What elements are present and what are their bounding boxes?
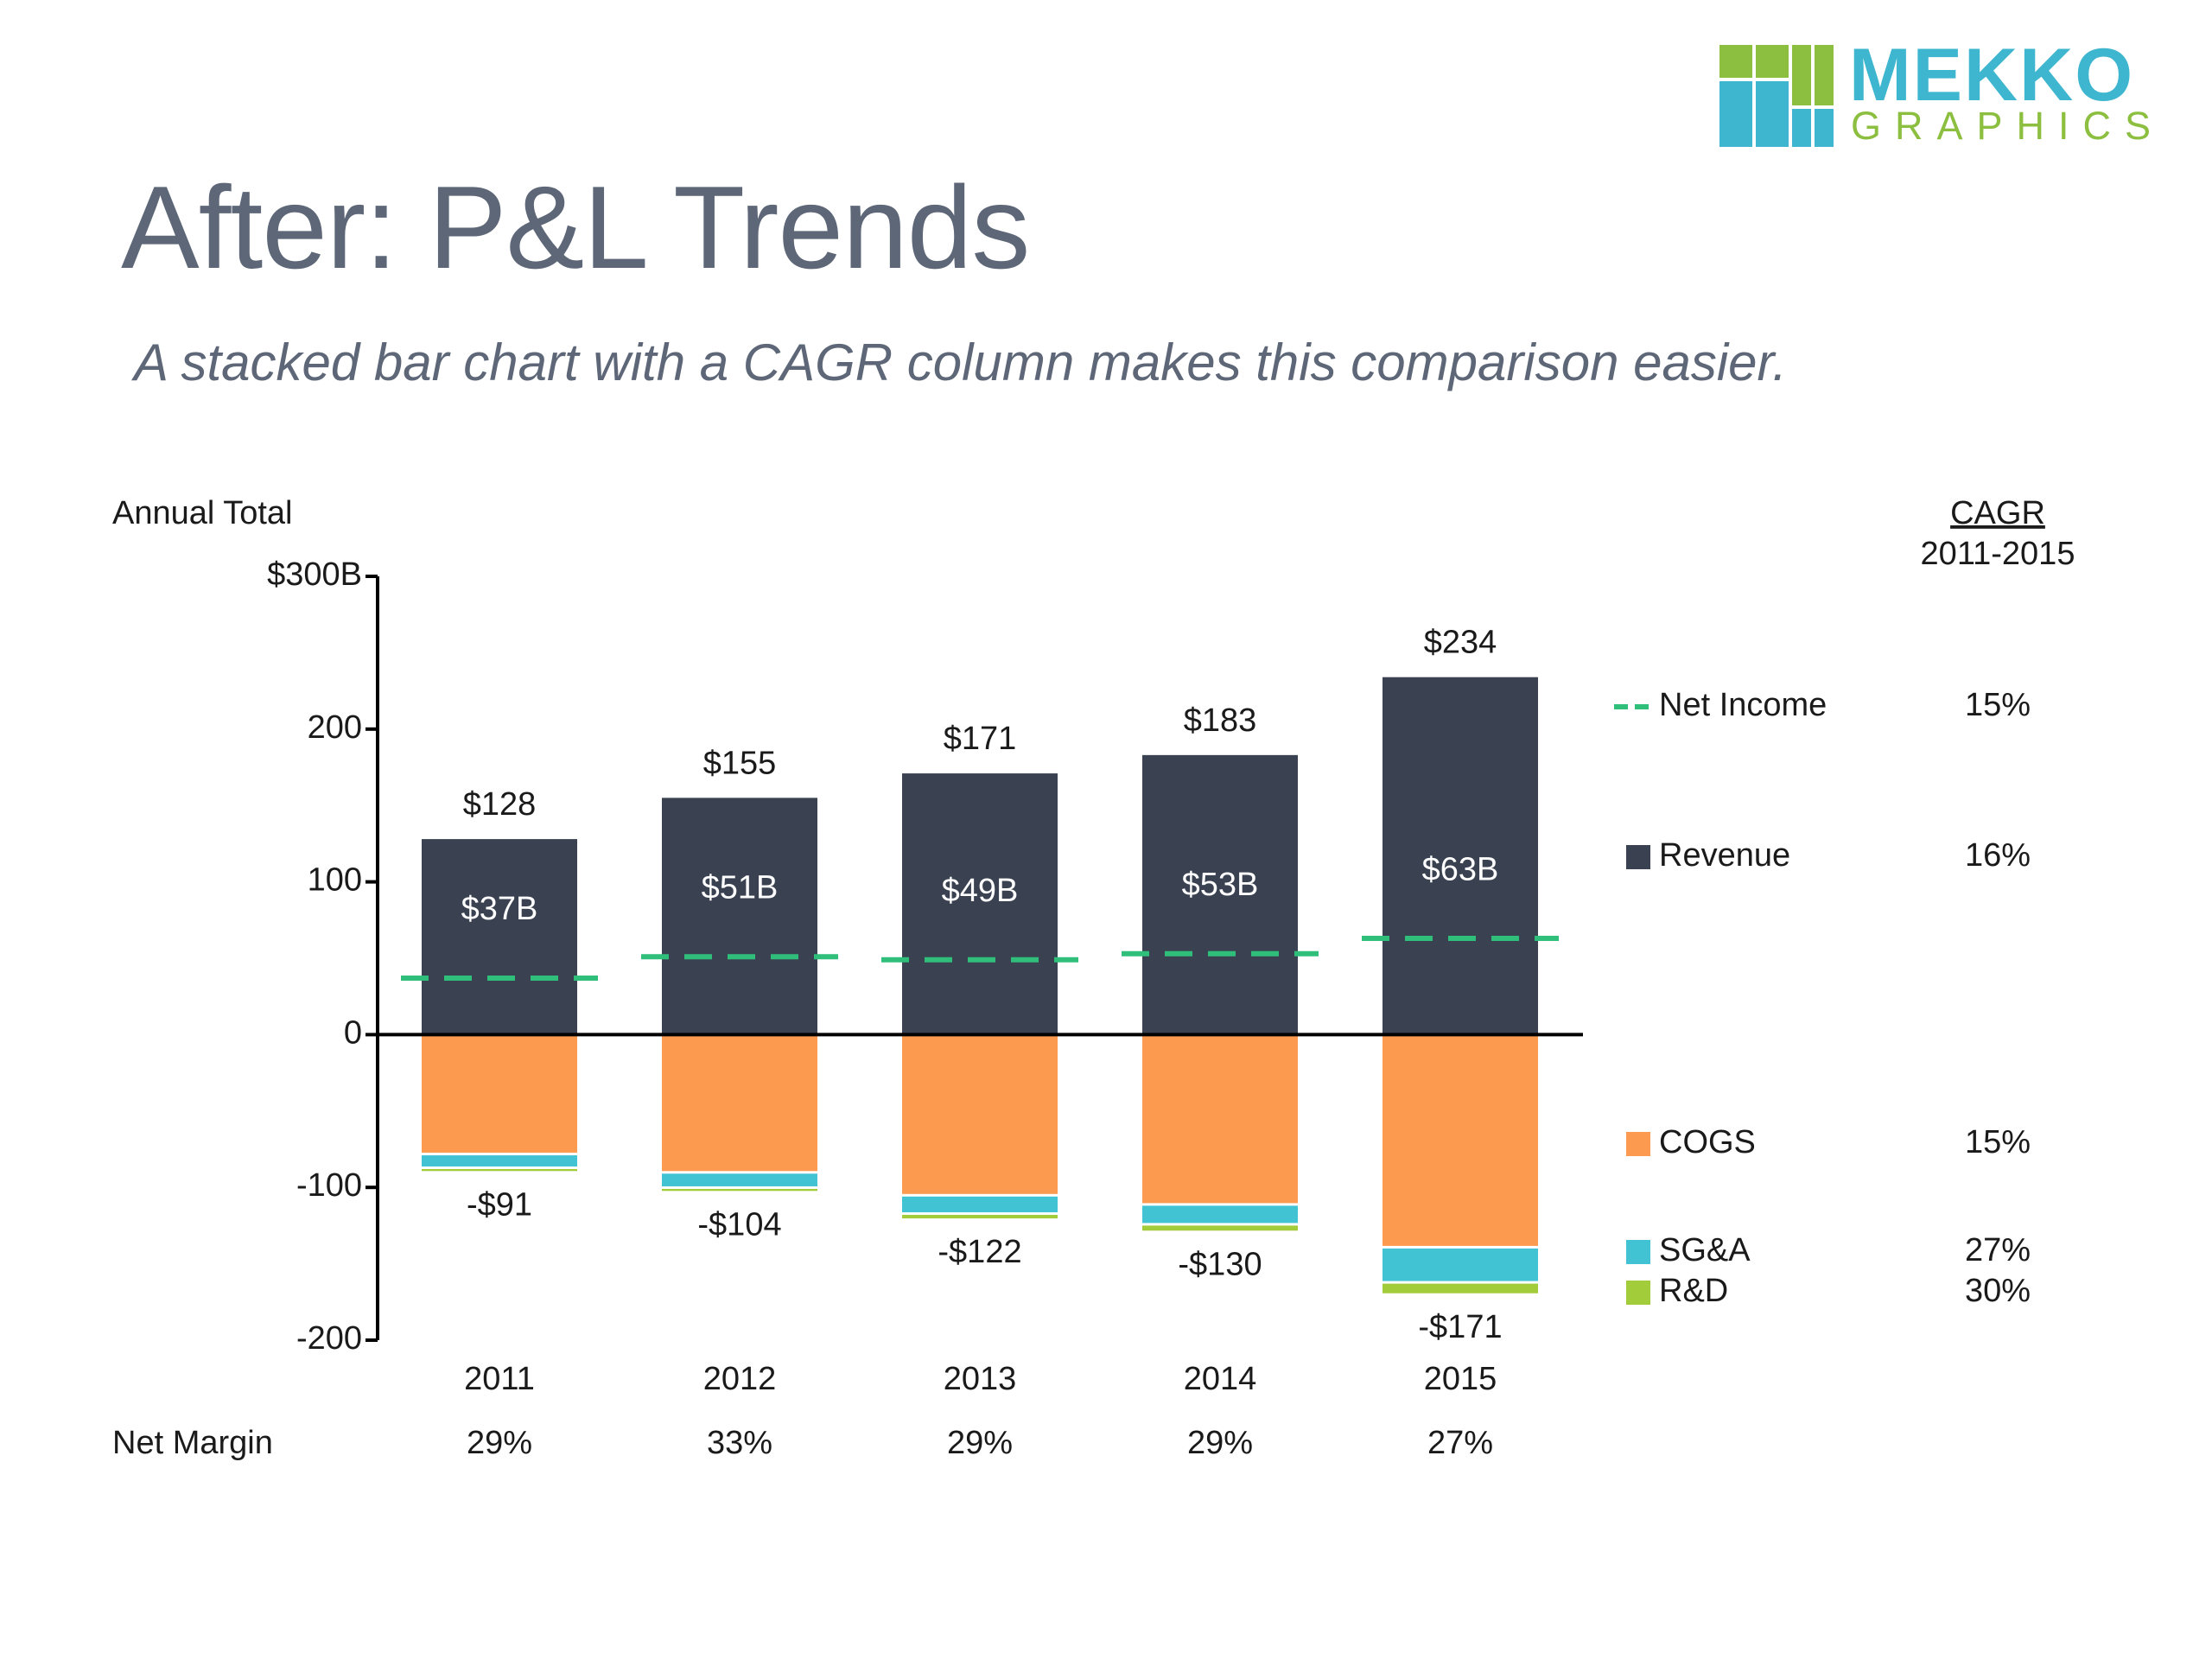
rd-bar [662,1188,817,1192]
page-subtitle: A stacked bar chart with a CAGR column m… [134,334,1787,391]
net-margin-label: Net Margin [112,1425,273,1461]
logo-word-graphics: GRAPHICS [1851,104,2165,148]
x-tick-label: 2012 [703,1361,777,1397]
bar-negative-total-label: -$130 [1178,1246,1262,1282]
legend-rd-label: R&D [1659,1273,1728,1309]
revenue-bar [1142,754,1298,1035]
x-tick-label: 2013 [944,1361,1017,1397]
rd-bar [422,1168,577,1172]
y-tick-label: $300B [267,556,362,593]
y-axis-title: Annual Total [112,495,292,531]
legend-revenue-swatch [1626,845,1650,869]
revenue-bar [902,773,1058,1035]
bar-total-label: $183 [1184,702,1257,739]
cagr-header-period: 2011-2015 [1921,536,2075,572]
net-margin-value: 27% [1427,1425,1493,1461]
y-tick-label: 100 [308,862,362,899]
net-income-label: $51B [702,869,779,906]
logo-word-mekko: MEKKO [1849,34,2135,117]
rd-bar [1382,1283,1538,1294]
bar-negative-total-label: -$104 [697,1206,781,1243]
net-margin-value: 29% [1187,1425,1253,1461]
cagr-sga-value: 27% [1965,1232,2031,1268]
sga-bar [1142,1205,1298,1224]
bar-total-label: $234 [1424,625,1497,661]
net-income-label: $53B [1182,867,1259,903]
cogs-bar [1382,1034,1538,1246]
bar-total-label: $155 [703,745,777,781]
y-tick-label: -100 [296,1167,362,1204]
x-tick-label: 2011 [464,1361,535,1397]
cagr-cogs-value: 15% [1965,1124,2031,1160]
legend-net_income-label: Net Income [1659,687,1827,723]
y-tick-label: 200 [308,709,362,746]
legend-rd-swatch [1626,1281,1650,1305]
x-tick-label: 2014 [1184,1361,1257,1397]
net-margin-value: 29% [947,1425,1013,1461]
net-margin-value: 33% [707,1425,772,1461]
sga-bar [1382,1248,1538,1281]
y-tick-label: 0 [344,1014,362,1051]
cogs-bar [662,1034,817,1172]
y-tick-label: -200 [296,1320,362,1357]
cagr-rd-value: 30% [1965,1273,2031,1309]
revenue-bar [1382,677,1538,1035]
bar-negative-total-label: -$122 [938,1234,1021,1270]
sga-bar [902,1196,1058,1213]
sga-bar [422,1155,577,1166]
legend-revenue-label: Revenue [1659,837,1790,874]
cagr-revenue-value: 16% [1965,837,2031,874]
cogs-bar [422,1034,577,1154]
rd-bar [902,1215,1058,1219]
mekko-graphics-logo: MEKKO GRAPHICS [1719,34,2186,148]
revenue-bar [662,798,817,1035]
net-income-label: $63B [1422,851,1499,887]
cagr-net_income-value: 15% [1965,687,2031,723]
bar-total-label: $171 [944,721,1017,757]
bar-negative-total-label: -$171 [1418,1309,1502,1345]
net-income-label: $49B [942,873,1019,909]
legend-cogs-label: COGS [1659,1124,1756,1160]
sga-bar [662,1173,817,1186]
net-margin-value: 29% [467,1425,532,1461]
bar-negative-total-label: -$91 [467,1186,532,1223]
legend-sga-label: SG&A [1659,1232,1751,1268]
legend-sga-swatch [1626,1240,1650,1264]
page-title: After: P&L Trends [121,162,1030,293]
logo-mark-icon [1719,45,1834,147]
legend-cogs-swatch [1626,1132,1650,1156]
net-income-label: $37B [461,891,538,927]
cogs-bar [1142,1034,1298,1204]
bar-total-label: $128 [463,786,537,823]
cogs-bar [902,1034,1058,1194]
cagr-header-title: CAGR [1950,495,2045,531]
x-tick-label: 2015 [1424,1361,1497,1397]
rd-bar [1142,1225,1298,1231]
revenue-bar [422,839,577,1035]
